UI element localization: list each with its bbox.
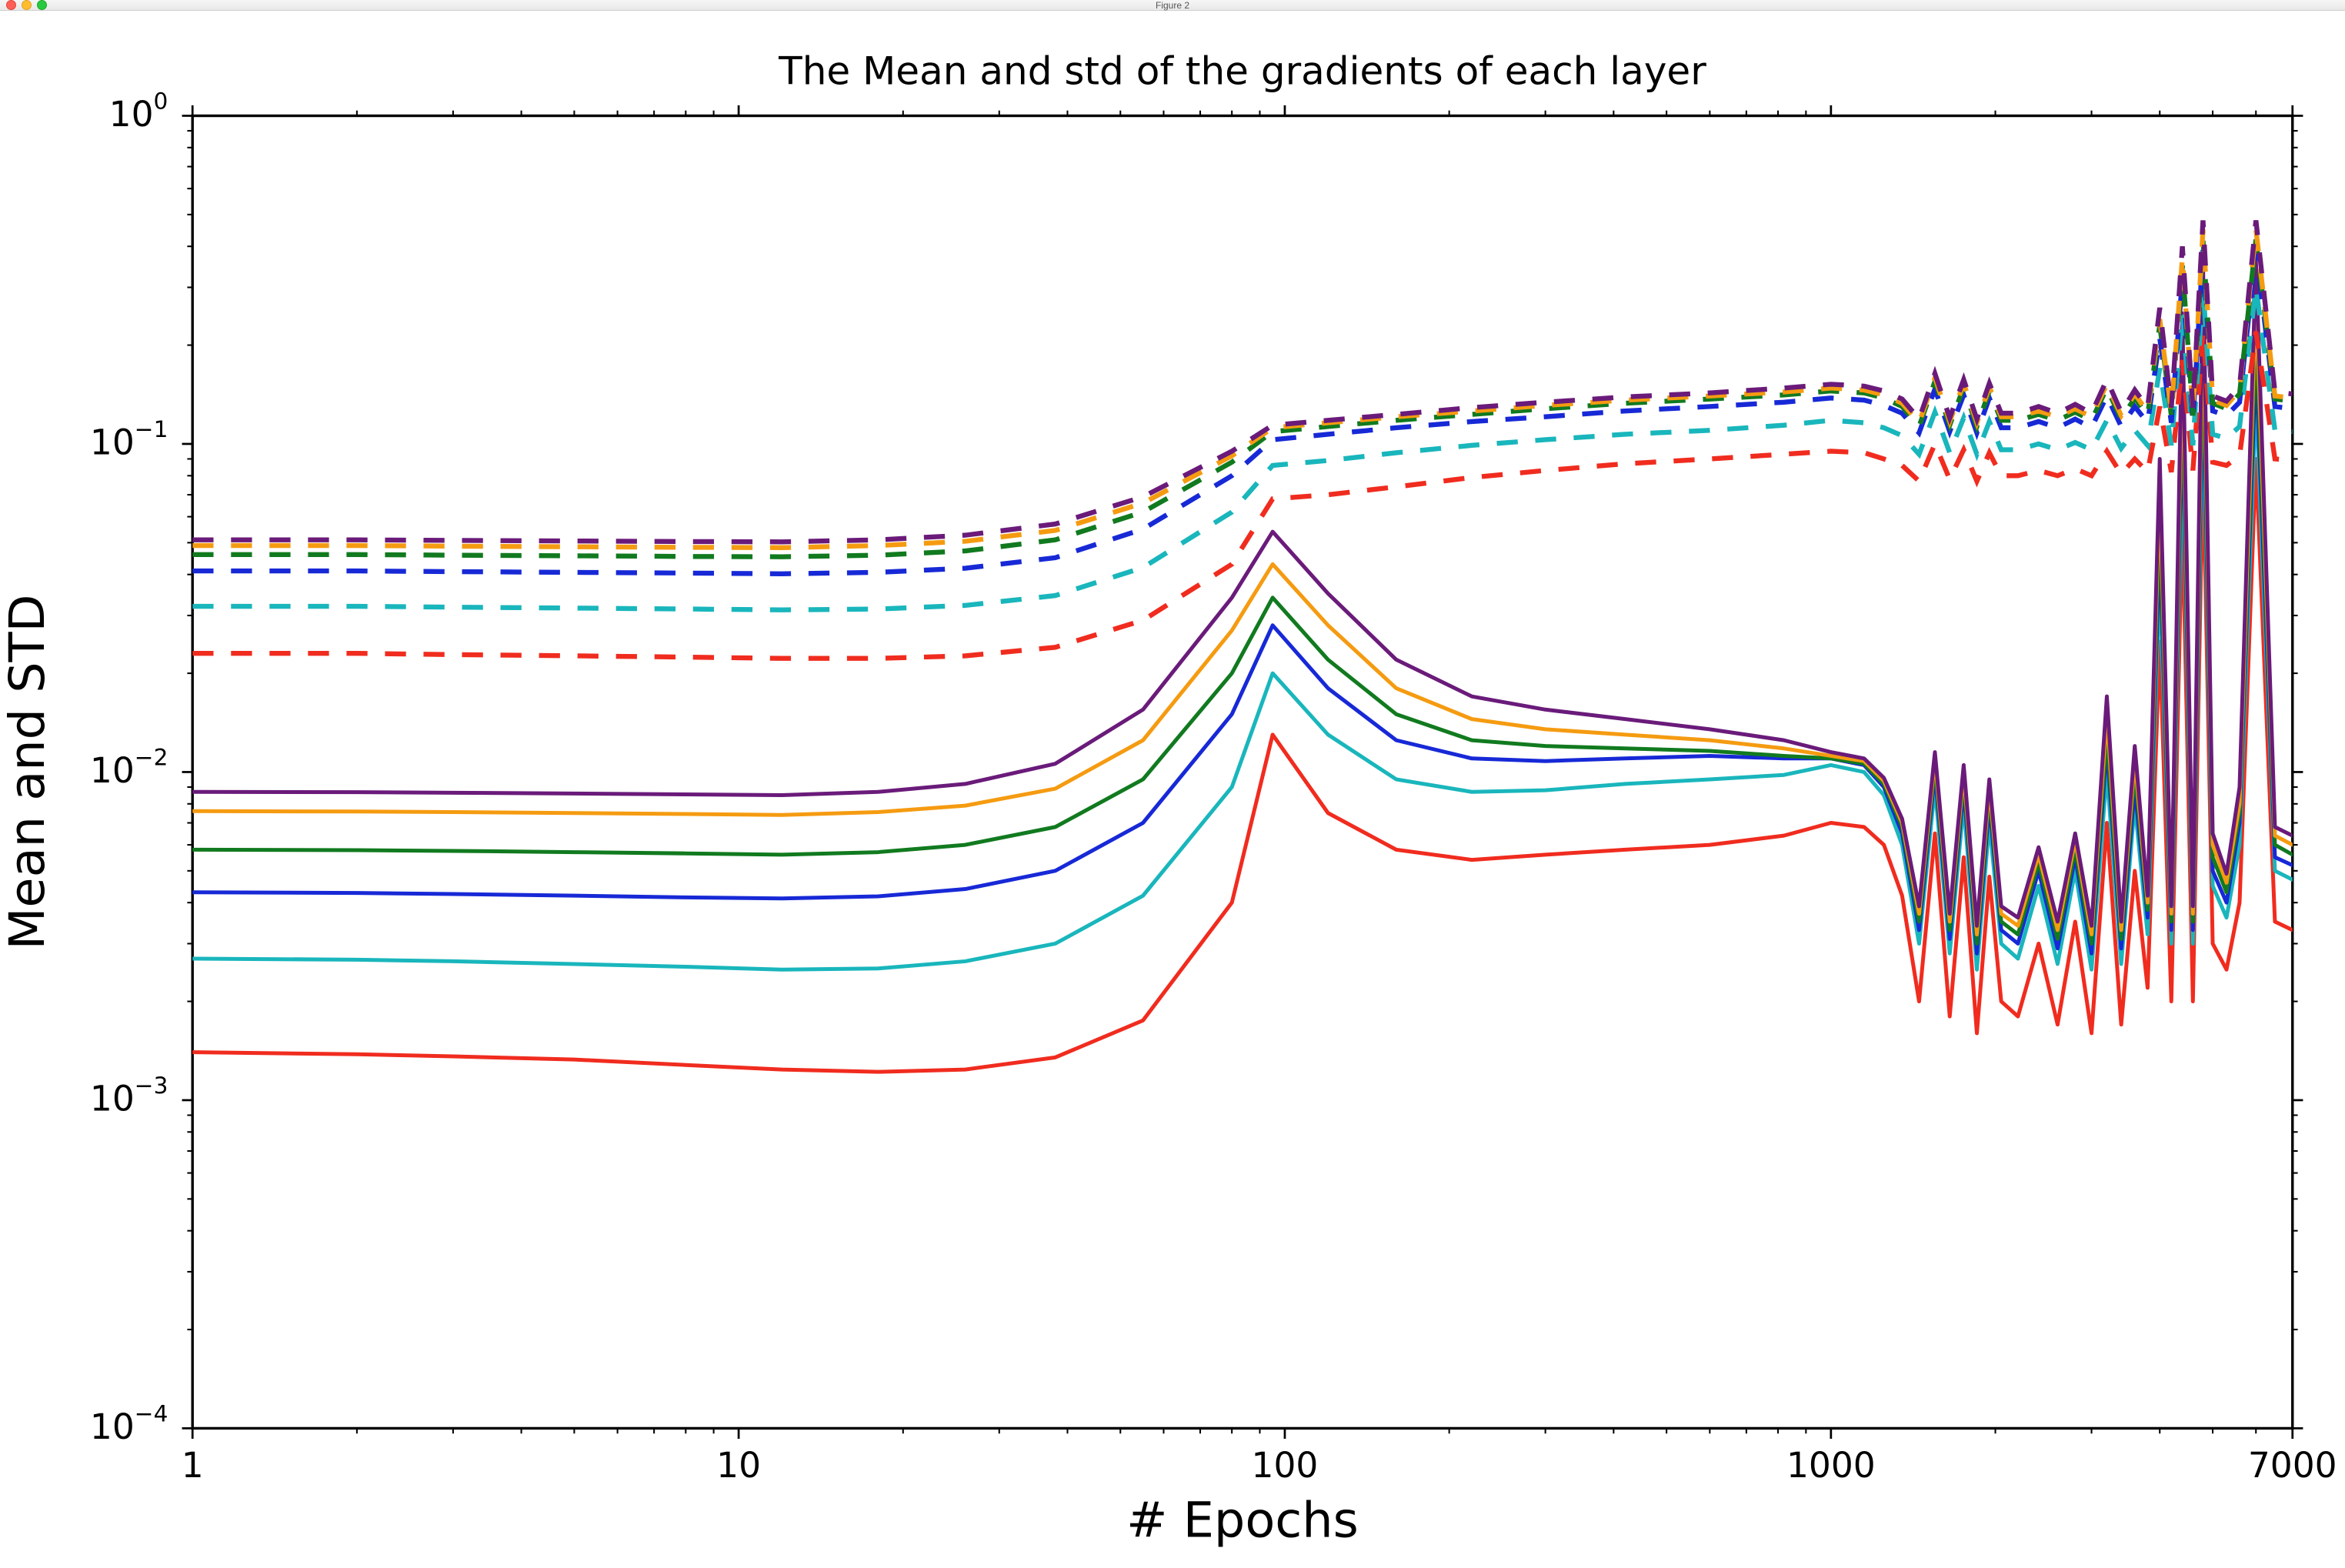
xlabel: # Epochs [1126,1492,1359,1549]
titlebar: Figure 2 [0,0,2345,11]
xtick-label: 100 [1252,1445,1319,1486]
xtick-label: 7000 [2248,1445,2337,1486]
ylabel: Mean and STD [0,594,56,949]
xtick-label: 1000 [1786,1445,1876,1486]
zoom-icon[interactable] [37,0,47,10]
xtick-label: 1 [182,1445,204,1486]
traffic-lights [6,0,47,10]
figure-window: Figure 2 The Mean and std of the gradien… [0,0,2345,1546]
window-title: Figure 2 [1156,0,1189,11]
plot-area: The Mean and std of the gradients of eac… [0,11,2345,1568]
chart-title: The Mean and std of the gradients of eac… [778,49,1706,94]
chart-svg: The Mean and std of the gradients of eac… [0,11,2345,1568]
minimize-icon[interactable] [22,0,32,10]
xtick-label: 10 [716,1445,761,1486]
close-icon[interactable] [6,0,16,10]
